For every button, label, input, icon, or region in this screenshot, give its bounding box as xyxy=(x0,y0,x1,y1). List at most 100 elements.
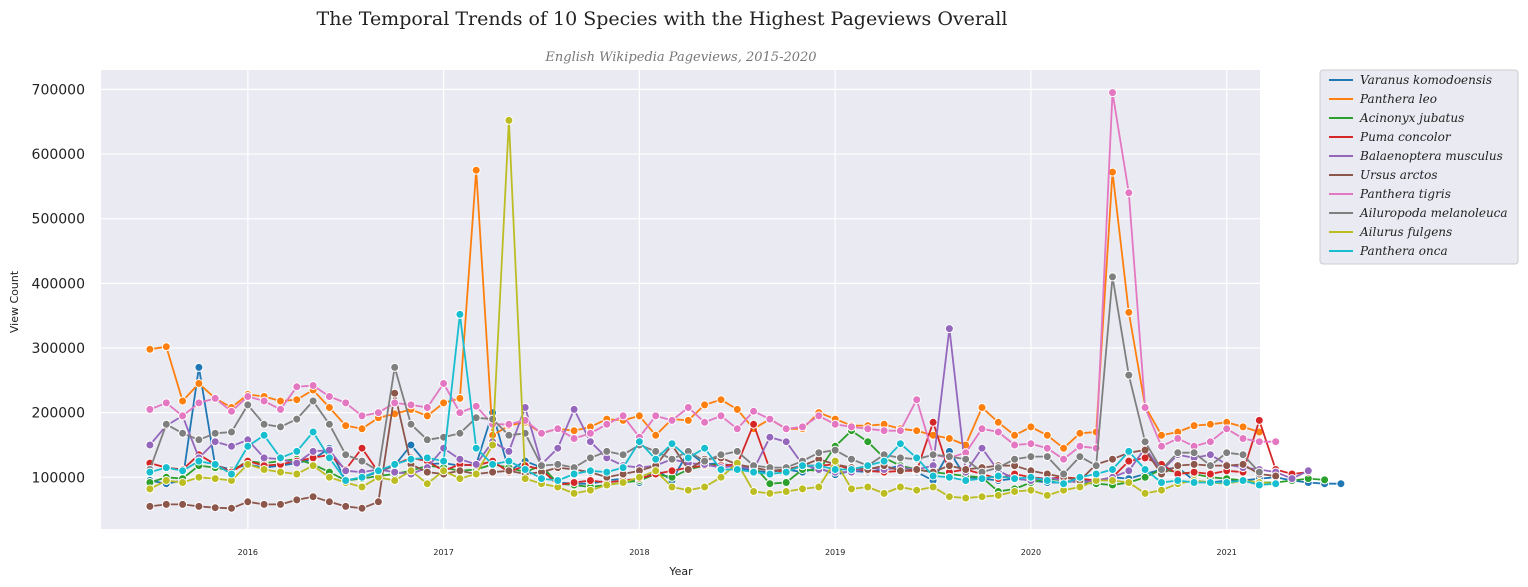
data-point xyxy=(1254,480,1264,490)
data-point xyxy=(488,414,498,424)
data-point xyxy=(292,395,302,405)
data-point xyxy=(569,469,579,479)
data-point xyxy=(406,440,416,450)
data-point xyxy=(455,428,465,438)
data-point xyxy=(1173,434,1183,443)
data-point xyxy=(961,465,971,474)
data-point xyxy=(145,484,155,494)
data-point xyxy=(390,459,400,469)
data-point xyxy=(324,453,334,463)
x-tick-label: 2016 xyxy=(238,548,258,557)
legend-item: Balaenoptera musculus xyxy=(1329,149,1503,163)
data-point xyxy=(276,404,285,414)
data-point xyxy=(1189,459,1199,469)
data-point xyxy=(357,456,367,466)
data-point xyxy=(1238,434,1248,443)
data-point xyxy=(455,408,465,418)
data-point xyxy=(993,490,1003,500)
data-point xyxy=(259,453,269,463)
data-point xyxy=(585,476,595,485)
data-point xyxy=(1303,466,1313,476)
data-point xyxy=(308,461,318,471)
data-point xyxy=(471,459,481,469)
legend-label: Panthera leo xyxy=(1359,92,1437,106)
data-point xyxy=(569,404,579,414)
data-point xyxy=(618,463,628,473)
data-point xyxy=(357,411,367,421)
data-point xyxy=(1140,472,1150,482)
data-point xyxy=(357,503,367,513)
data-point xyxy=(504,115,514,125)
data-point xyxy=(227,406,236,416)
data-point xyxy=(422,467,432,477)
data-point xyxy=(944,452,954,462)
data-point xyxy=(781,437,791,447)
data-point xyxy=(406,419,416,429)
data-point xyxy=(1026,439,1036,449)
data-point xyxy=(618,411,628,421)
data-point xyxy=(700,482,710,492)
data-point xyxy=(178,478,188,487)
data-point xyxy=(569,426,579,436)
data-point xyxy=(488,459,498,469)
data-point xyxy=(439,398,449,408)
data-point xyxy=(161,476,171,485)
data-point xyxy=(1124,307,1134,317)
data-point xyxy=(227,427,236,437)
data-point xyxy=(194,398,204,408)
data-point xyxy=(504,419,514,429)
data-point xyxy=(683,403,693,412)
data-point xyxy=(504,430,514,440)
data-point xyxy=(651,411,661,421)
data-point xyxy=(749,467,759,477)
data-point xyxy=(847,454,856,464)
data-point xyxy=(912,453,922,463)
data-point xyxy=(1287,474,1297,484)
legend-label: Ailuropoda melanoleuca xyxy=(1359,206,1508,220)
data-point xyxy=(749,406,759,416)
legend-label: Puma concolor xyxy=(1359,130,1452,144)
data-point xyxy=(324,472,334,482)
data-point xyxy=(227,441,236,451)
data-point xyxy=(977,443,987,453)
data-point xyxy=(912,485,922,495)
data-point xyxy=(308,427,318,437)
data-point xyxy=(944,492,954,502)
data-point xyxy=(1124,370,1134,380)
data-point xyxy=(357,443,367,453)
y-tick-label: 700000 xyxy=(32,82,85,98)
data-point xyxy=(1189,421,1199,431)
data-point xyxy=(732,465,742,474)
data-point xyxy=(716,395,726,405)
data-point xyxy=(847,484,856,494)
data-point xyxy=(1059,454,1069,464)
data-point xyxy=(390,467,400,477)
data-point xyxy=(259,419,269,429)
data-point xyxy=(830,419,840,429)
data-point xyxy=(1026,422,1036,432)
y-tick-label: 100000 xyxy=(32,470,85,486)
data-point xyxy=(1010,454,1020,464)
data-point xyxy=(585,453,595,463)
data-point xyxy=(1075,482,1085,492)
data-point xyxy=(178,466,188,476)
data-point xyxy=(749,487,759,496)
data-point xyxy=(993,417,1003,427)
legend-label: Balaenoptera musculus xyxy=(1359,149,1503,163)
data-point xyxy=(977,403,987,412)
data-point xyxy=(993,427,1003,437)
data-point xyxy=(341,476,351,485)
data-point xyxy=(798,484,807,494)
data-point xyxy=(700,456,710,466)
x-axis: 2016 2017 2018 2019 2020 2021 xyxy=(238,548,1237,557)
data-point xyxy=(1042,430,1052,440)
data-point xyxy=(1140,465,1150,474)
data-point xyxy=(1254,437,1264,447)
data-point xyxy=(928,471,938,481)
data-point xyxy=(276,499,285,509)
data-point xyxy=(1271,471,1281,481)
data-point xyxy=(749,419,759,429)
data-point xyxy=(1010,430,1020,440)
data-point xyxy=(1108,454,1117,464)
data-point xyxy=(1205,437,1215,447)
